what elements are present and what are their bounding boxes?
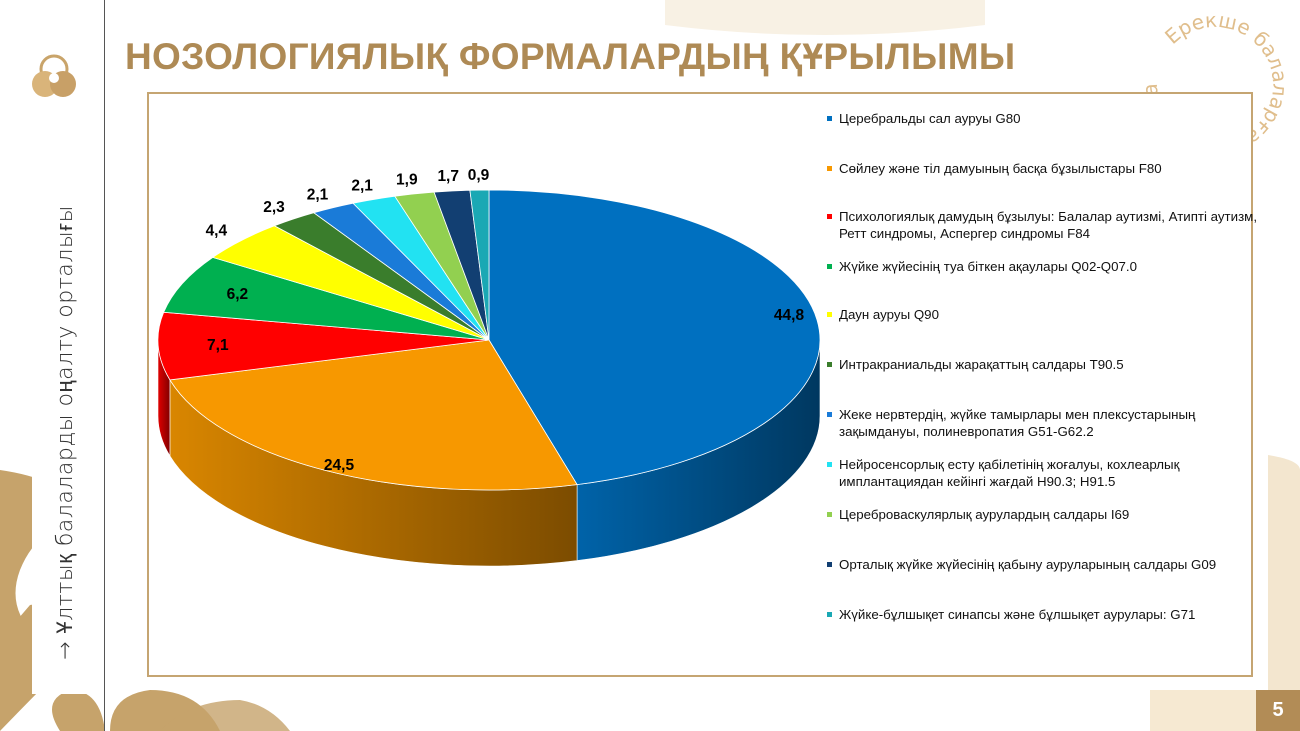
pie-slice (163, 256, 490, 341)
data-label: 2,1 (307, 186, 329, 203)
legend-label: Орталық жүйке жүйесінің қабыну ауруларын… (839, 557, 1217, 572)
legend-label: Интракраниальды жарақаттың салдары T90.5 (839, 357, 1124, 372)
legend-swatch (827, 264, 832, 269)
legend-label: Цереброваскулярлық аурулардың салдары I6… (839, 507, 1130, 522)
legend-swatch (827, 166, 832, 171)
data-label: 4,4 (206, 223, 228, 240)
legend-item: Жүйке-бұлшықет синапсы және бұлшықет аур… (827, 606, 1259, 623)
legend-swatch (827, 214, 832, 219)
data-label: 1,7 (437, 168, 459, 185)
pie-slice (488, 189, 821, 486)
chart-frame: 44,8 24,5 7,1 6,2 4,4 2,3 2,1 2,1 1,9 1,7 0,9 Цере… (147, 92, 1257, 677)
legend-item: Нейросенсорлық есту қабілетінің жоғалуы,… (827, 456, 1259, 490)
legend-swatch (827, 312, 832, 317)
legend-label: Жүйке-бұлшықет синапсы және бұлшықет аур… (839, 607, 1196, 622)
legend-item: Сөйлеу және тіл дамуының басқа бұзылыста… (827, 160, 1259, 177)
legend-swatch (827, 562, 832, 567)
data-label: 6,2 (227, 286, 249, 303)
legend-swatch (827, 412, 832, 417)
legend-item: Интракраниальды жарақаттың салдары T90.5 (827, 356, 1259, 373)
data-label: 2,3 (263, 199, 285, 216)
data-label: 2,1 (351, 177, 373, 194)
legend-item: Психологиялық дамудың бұзылуы: Балалар а… (827, 208, 1259, 242)
data-label: 44,8 (774, 307, 805, 324)
data-label: 24,5 (324, 457, 355, 474)
legend-item: Жеке нервтердің, жүйке тамырлары мен пле… (827, 406, 1259, 440)
legend-item: Орталық жүйке жүйесінің қабыну ауруларын… (827, 556, 1259, 573)
legend-item: Цереброваскулярлық аурулардың салдары I6… (827, 506, 1259, 523)
legend-item: Церебральды сал ауруы G80 (827, 110, 1259, 127)
data-label: 1,9 (396, 171, 418, 188)
data-label: 7,1 (207, 337, 229, 354)
legend-label: Нейросенсорлық есту қабілетінің жоғалуы,… (839, 457, 1180, 489)
organization-name: → Ұлттық балаларды оңалту орталығы (53, 204, 78, 660)
legend-label: Психологиялық дамудың бұзылуы: Балалар а… (839, 209, 1258, 241)
legend-label: Жеке нервтердің, жүйке тамырлары мен пле… (839, 407, 1196, 439)
pie-chart: 44,8 24,5 7,1 6,2 4,4 2,3 2,1 2,1 1,9 1,7 0,9 (157, 167, 821, 567)
data-label: 0,9 (468, 167, 490, 184)
legend-label: Даун ауруы Q90 (839, 307, 939, 322)
pie-slice (169, 339, 578, 491)
legend-label: Жүйке жүйесінің туа біткен ақаулары Q02-… (839, 259, 1137, 274)
legend-item: Жүйке жүйесінің туа біткен ақаулары Q02-… (827, 258, 1259, 275)
legend-swatch (827, 512, 832, 517)
legend-swatch (827, 462, 832, 467)
legend-swatch (827, 116, 832, 121)
legend-item: Даун ауруы Q90 (827, 306, 1259, 323)
divider-line (104, 0, 105, 731)
left-panel (32, 34, 105, 694)
page-number: 5 (1256, 690, 1300, 731)
pie-slice (157, 311, 490, 381)
page-title: НОЗОЛОГИЯЛЫҚ ФОРМАЛАРДЫҢ ҚҰРЫЛЫМЫ (125, 36, 1016, 77)
legend-swatch (827, 362, 832, 367)
legend-swatch (827, 612, 832, 617)
pie-slice (469, 189, 490, 341)
legend-label: Церебральды сал ауруы G80 (839, 111, 1021, 126)
legend-label: Сөйлеу және тіл дамуының басқа бұзылыста… (839, 161, 1162, 176)
logo-icon (32, 54, 76, 97)
